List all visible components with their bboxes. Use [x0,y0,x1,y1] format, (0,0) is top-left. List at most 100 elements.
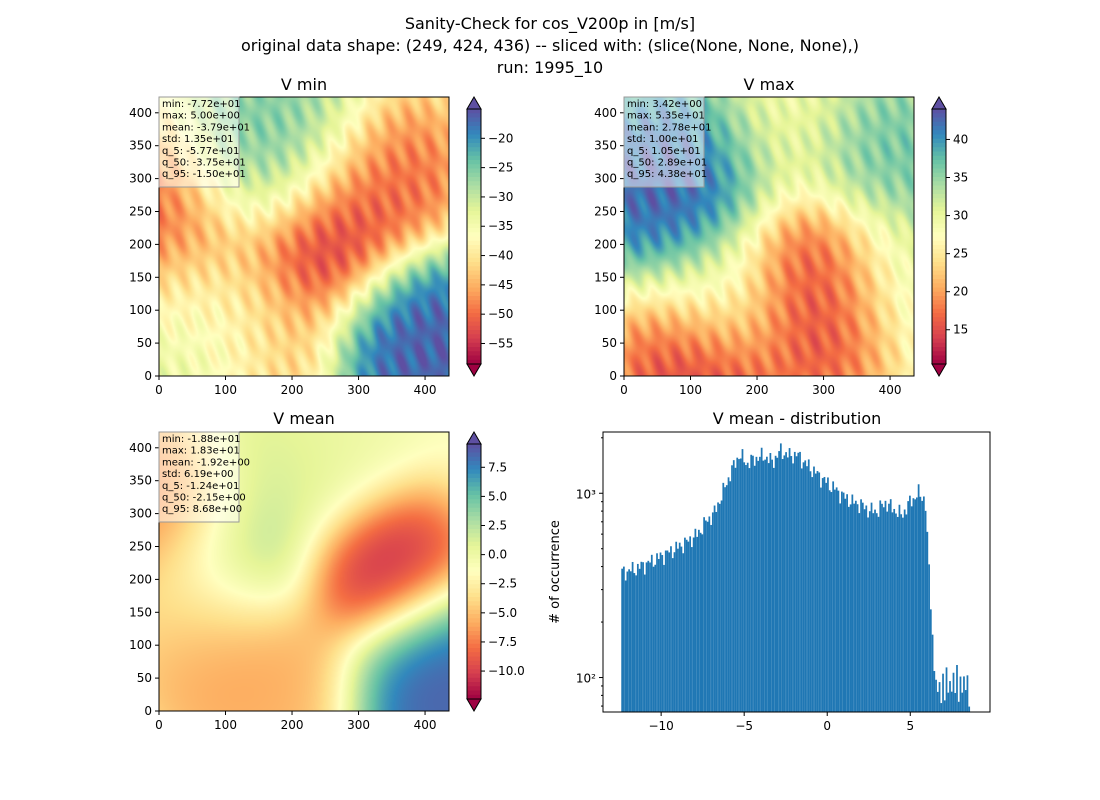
colorbar-segment [467,262,481,267]
colorbar-tick-label: −50 [488,307,513,321]
y-tick-label: 50 [137,671,152,685]
histogram-bar [738,459,740,712]
histogram-bar [755,456,758,712]
colorbar-segment [467,274,481,280]
x-tick-label: 200 [281,383,304,397]
colorbar-segment [467,287,481,293]
colorbar-tick-label: 2.5 [488,519,507,533]
colorbar-segment [467,529,481,534]
histogram-bar [807,459,810,712]
histogram-bar [656,553,658,712]
colorbar-segment [932,189,946,195]
histogram-bar [933,671,936,712]
colorbar-segment [467,490,481,496]
colorbar-segment [932,291,946,297]
colorbar-segment [467,206,481,212]
colorbar-segment [932,109,946,114]
colorbar-segment [467,541,481,547]
colorbar-segment [467,334,481,340]
colorbar-tick-label: 15 [953,323,968,337]
colorbar-segment [932,236,946,242]
histogram-bar [931,634,934,712]
colorbar-tick-label: −2.5 [488,577,517,591]
histogram-bar [741,449,744,712]
colorbar-segment [932,296,946,301]
colorbar-segment [467,669,481,675]
colorbar-segment [932,151,946,157]
histogram-bar [650,554,653,712]
colorbar-segment [467,503,481,509]
colorbar-segment [932,338,946,344]
colorbar-segment [467,665,481,670]
colorbar-segment [932,206,946,212]
stats-line: q_5: -5.77e+01 [162,146,239,157]
stats-line: min: -1.88e+01 [162,434,241,445]
histogram-bar [879,500,882,712]
colorbar-segment [467,138,481,144]
histogram-bar [734,467,737,712]
histogram-title: V mean - distribution [713,409,882,428]
colorbar-segment [932,168,946,174]
colorbar-segment [467,257,481,263]
colorbar-segment [932,160,946,165]
histogram-bar [654,564,657,712]
x-tick-label: 300 [347,383,370,397]
histogram-bar [774,455,777,712]
y-tick-label: 100 [129,638,152,652]
colorbar-segment [467,266,481,272]
histogram-x-tick-label: −5 [735,719,753,733]
histogram-bar [718,503,721,712]
colorbar-segment [467,448,481,454]
colorbar-frame [931,108,947,365]
colorbar-segment [467,355,481,361]
colorbar-segment [467,198,481,204]
colorbar-segment [467,465,481,471]
histogram-bar [820,487,822,712]
histogram-bar [914,499,917,712]
colorbar-segment [467,456,481,462]
colorbar-tick-label: −25 [488,161,513,175]
histogram-bar [759,456,761,712]
colorbar-segment [932,130,946,136]
colorbar-segment [932,330,946,335]
histogram-bar [811,477,814,712]
colorbar-segment [467,533,481,539]
colorbar-segment [932,359,946,365]
histogram-bar [659,552,662,712]
colorbar-segment [932,334,946,340]
colorbar-segment [932,223,946,229]
y-tick-label: 100 [594,303,617,317]
vmin-axes-frame [158,96,450,377]
x-tick-label: 400 [414,718,437,732]
stats-line: q_5: 1.05e+01 [627,146,701,157]
x-tick-label: 0 [155,383,163,397]
colorbar-segment [932,287,946,293]
histogram-bar [753,465,756,712]
colorbar-segment [932,253,946,259]
histogram-bar [661,555,664,712]
histogram-bar [921,500,923,712]
histogram-bar [684,537,686,712]
colorbar-segment [932,321,946,327]
histogram-bar [861,502,864,712]
histogram-bar [790,456,793,712]
vmax-title: V max [744,75,795,94]
figure-title-line-3: run: 1995_10 [497,58,603,78]
y-tick-label: 50 [137,336,152,350]
y-tick-label: 150 [129,605,152,619]
colorbar-segment [467,228,481,233]
colorbar-segment [932,313,946,318]
colorbar-tick-label: 30 [953,209,968,223]
colorbar-segment [467,240,481,246]
x-tick-label: 0 [155,718,163,732]
colorbar-segment [932,342,946,348]
colorbar-segment [467,631,481,636]
colorbar-segment [932,126,946,131]
histogram-bar [835,487,838,712]
histogram-bar [649,562,651,712]
histogram-bar [935,679,937,712]
colorbar-segment [467,219,481,225]
histogram-bar [898,504,901,712]
histogram-bar [621,568,624,712]
colorbar-extend-bottom [466,363,482,377]
